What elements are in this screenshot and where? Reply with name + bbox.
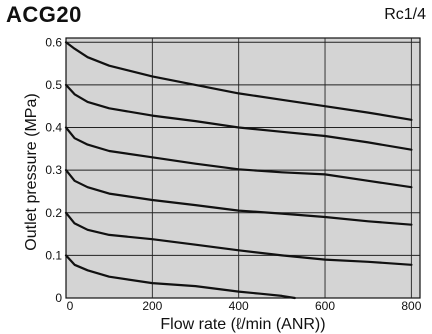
x-tick-label: 200 bbox=[142, 299, 162, 313]
x-tick-label: 0 bbox=[67, 299, 74, 313]
chart-title: ACG20 bbox=[6, 2, 82, 27]
y-tick-label: 0.4 bbox=[45, 121, 62, 135]
series-line-6 bbox=[64, 254, 296, 300]
y-tick-label: 0.1 bbox=[45, 248, 62, 262]
series-line-1 bbox=[64, 41, 413, 121]
x-tick-label: 800 bbox=[401, 299, 421, 313]
series-line-5 bbox=[64, 211, 413, 266]
y-tick-label: 0.3 bbox=[45, 163, 62, 177]
y-tick-label: 0.5 bbox=[45, 78, 62, 92]
y-tick-label: 0.6 bbox=[45, 35, 62, 49]
series-line-4 bbox=[64, 169, 413, 226]
plot-area bbox=[65, 37, 421, 299]
x-tick-label: 600 bbox=[315, 299, 335, 313]
series-line-2 bbox=[64, 83, 413, 151]
y-axis-label: Outlet pressure (MPa) bbox=[23, 93, 40, 250]
series-line-3 bbox=[64, 126, 413, 189]
x-axis-label: Flow rate (ℓ/min (ANR)) bbox=[160, 316, 325, 333]
chart-subtitle: Rc1/4 bbox=[384, 6, 426, 23]
y-tick-label: 0.2 bbox=[45, 206, 62, 220]
y-tick-label: 0 bbox=[55, 291, 62, 305]
x-tick-label: 400 bbox=[229, 299, 249, 313]
